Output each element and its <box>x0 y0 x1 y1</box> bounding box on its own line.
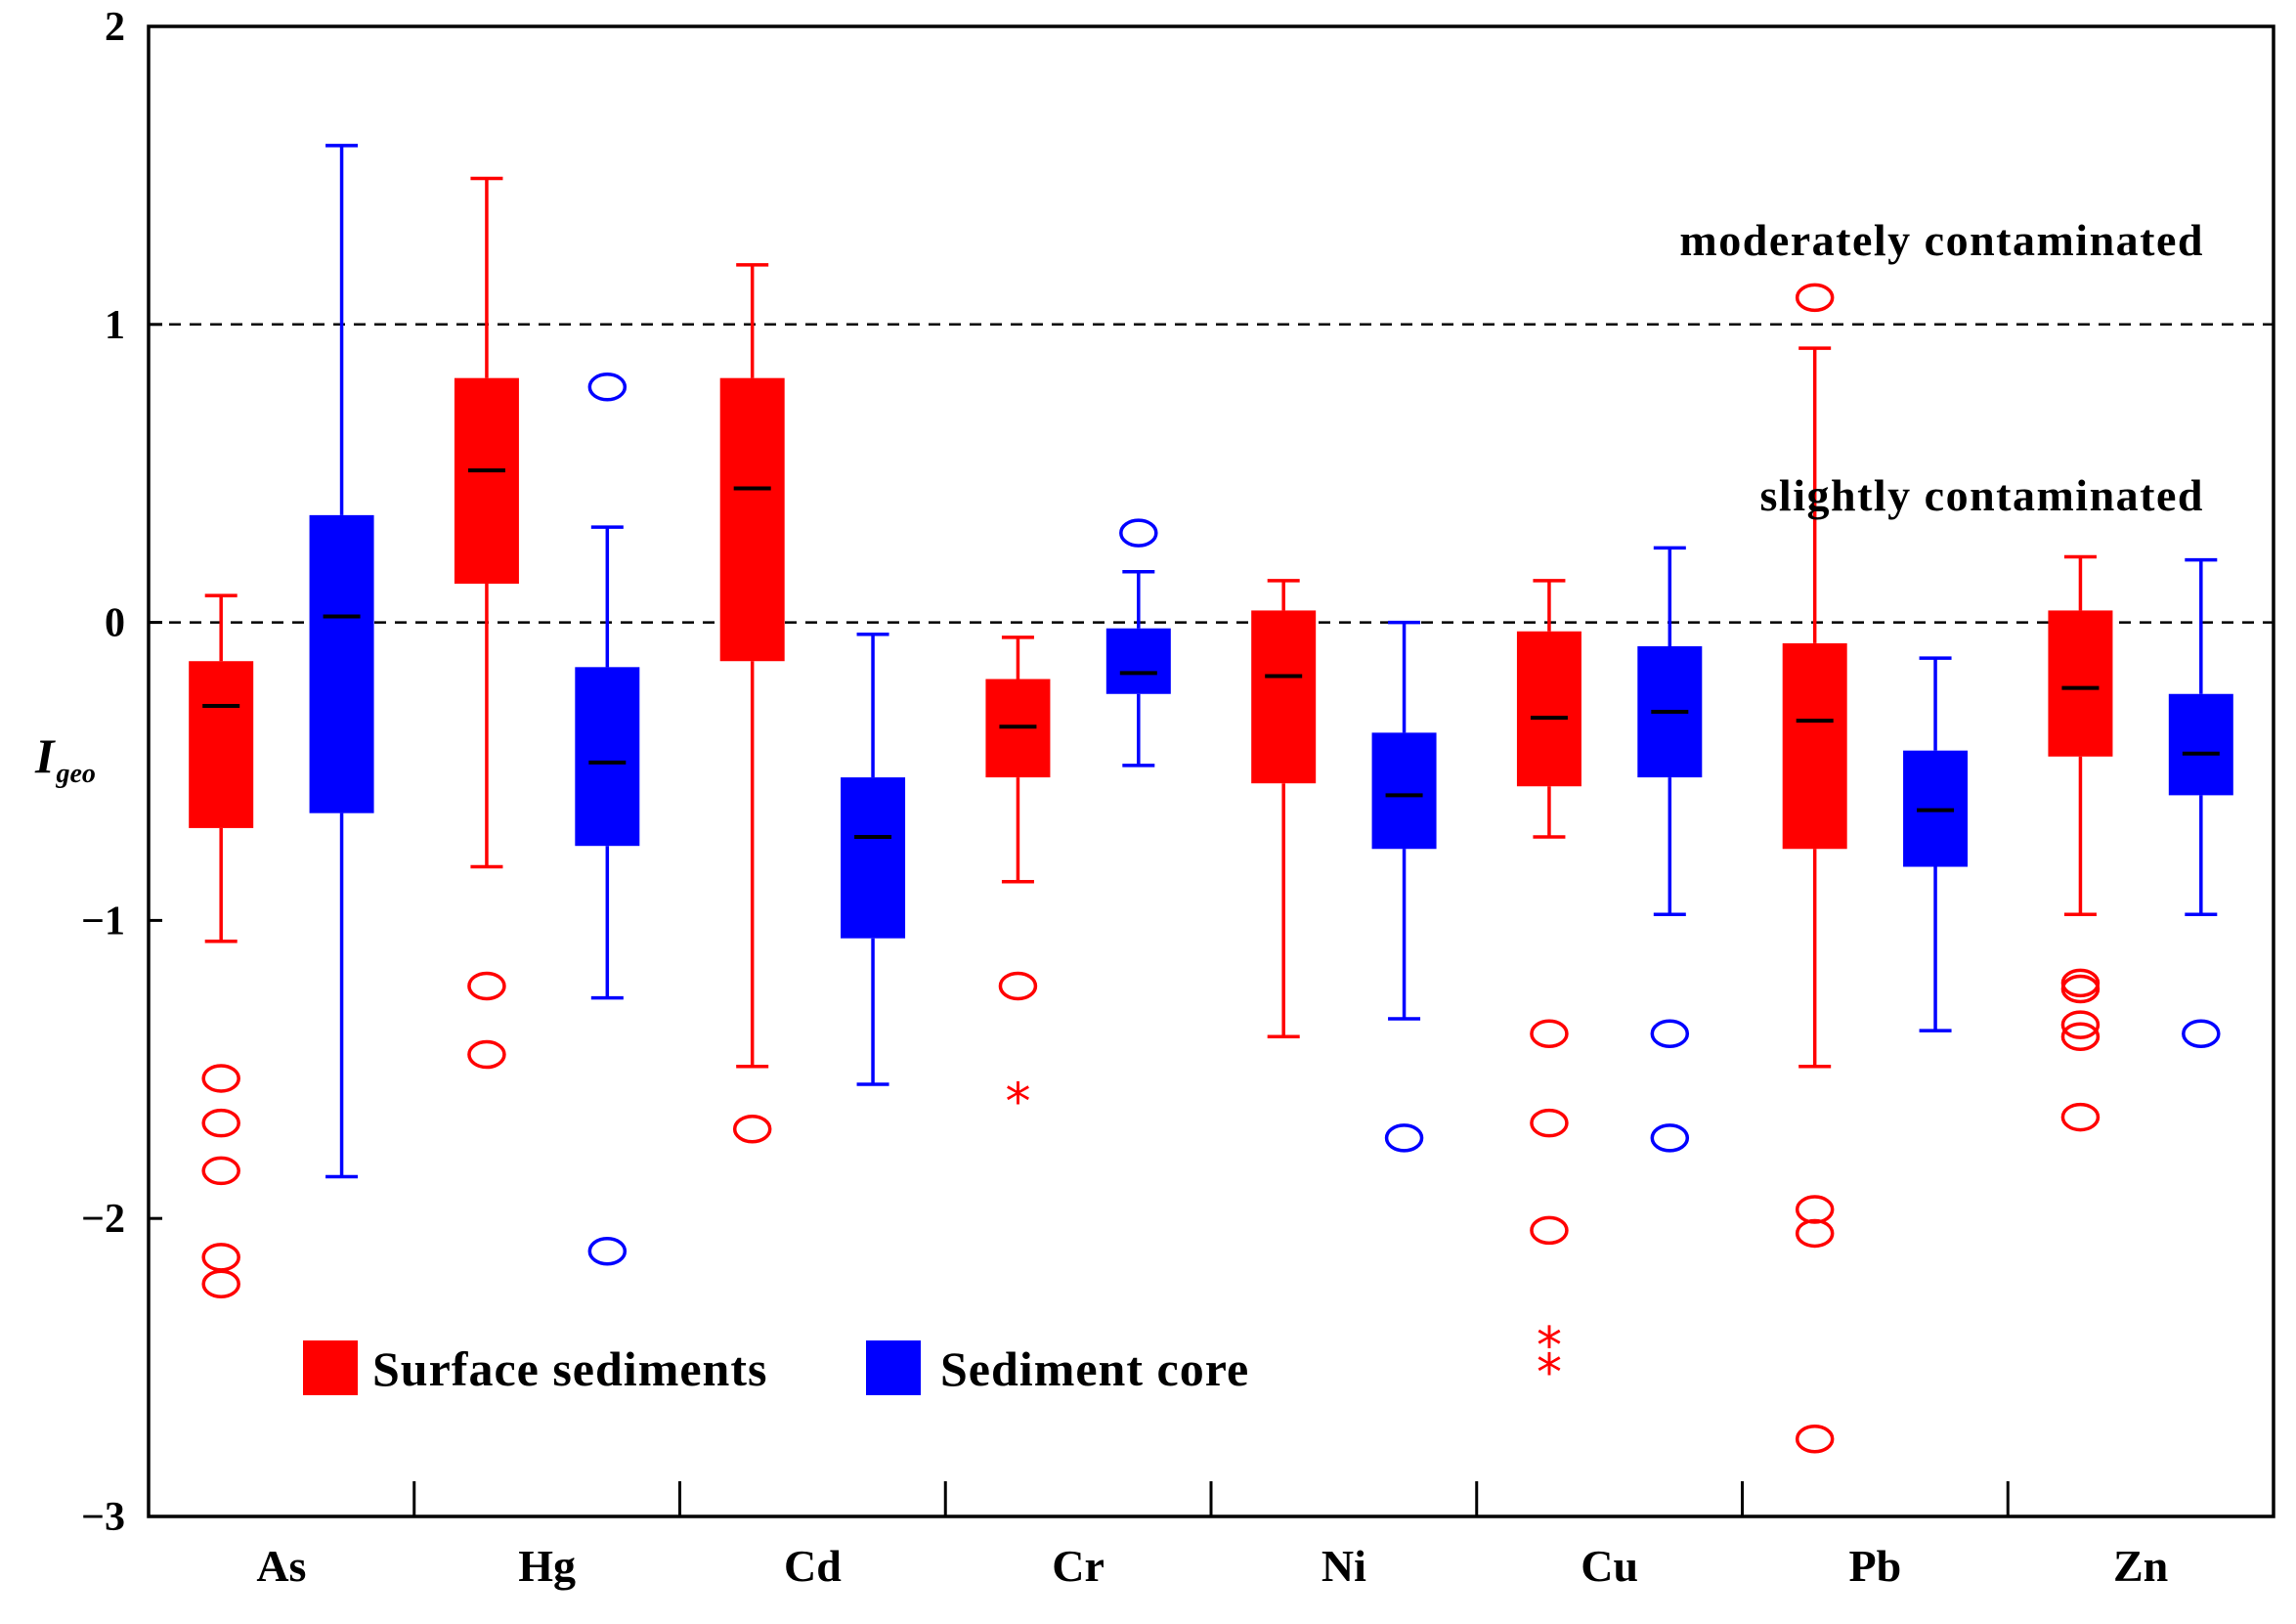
y-axis-label-sub: geo <box>55 759 95 789</box>
outlier-surface-cu-1 <box>1530 1108 1569 1138</box>
outlier-surface-cr-0 <box>998 971 1038 1001</box>
legend-swatch-core <box>866 1340 921 1395</box>
outlier-surface-zn-3 <box>2060 1022 2101 1052</box>
outlier-core-hg-0 <box>587 373 628 402</box>
outlier-surface-zn-2 <box>2060 1010 2101 1039</box>
outlier-core-cu-1 <box>1650 1123 1690 1153</box>
box-core-zn <box>2168 693 2233 796</box>
outlier-surface-as-2 <box>201 1156 240 1186</box>
box-core-cr <box>1105 628 1171 694</box>
outlier-surface-cu-2 <box>1530 1215 1569 1246</box>
y-axis-label-main: I <box>34 728 56 783</box>
outlier-surface-cd-0 <box>732 1115 772 1144</box>
outlier-core-zn-0 <box>2182 1019 2221 1048</box>
outlier-core-hg-1 <box>587 1236 628 1266</box>
box-core-ni <box>1371 732 1437 850</box>
outlier-core-ni-0 <box>1384 1123 1424 1153</box>
outlier-surface-zn-4 <box>2060 1102 2101 1132</box>
box-surface-pb <box>1782 642 1847 850</box>
outlier-surface-hg-1 <box>467 1039 506 1070</box>
outlier-surface-as-3 <box>201 1243 240 1272</box>
x-category-label-as: As <box>256 1541 306 1591</box>
x-category-label-cd: Cd <box>784 1541 842 1591</box>
extreme-surface-cr-0: * <box>1005 1073 1030 1131</box>
outlier-surface-pb-2 <box>1795 1218 1835 1249</box>
outlier-surface-hg-0 <box>467 971 506 1001</box>
axes: 2 1 0 −1 −2 −3 As Hg Cd Cr Ni Cu Pb Zn <box>81 5 2168 1591</box>
x-category-label-ni: Ni <box>1321 1541 1366 1591</box>
legend-label-surface: Surface sediments <box>372 1341 767 1396</box>
box-surface-ni <box>1251 610 1317 784</box>
outlier-surface-zn-0 <box>2060 968 2101 998</box>
extreme-surface-cu-1: * <box>1537 1344 1562 1403</box>
extreme-surface-cu-0: * <box>1537 1317 1562 1376</box>
x-category-label-cu: Cu <box>1581 1541 1638 1591</box>
ref-label-slight: slightly contaminated <box>1760 470 2204 520</box>
outlier-surface-pb-0 <box>1795 283 1835 313</box>
x-category-label-zn: Zn <box>2113 1541 2168 1591</box>
x-category-label-pb: Pb <box>1849 1541 1902 1591</box>
box-surface-zn <box>2048 610 2113 757</box>
legend-label-core: Sediment core <box>940 1341 1249 1396</box>
legend-swatch-surface <box>303 1340 358 1395</box>
outlier-surface-pb-3 <box>1795 1425 1835 1454</box>
x-category-label-cr: Cr <box>1052 1541 1105 1591</box>
outlier-surface-as-4 <box>201 1269 240 1299</box>
legend: Surface sediments Sediment core <box>303 1340 1249 1396</box>
outlier-surface-as-1 <box>201 1108 240 1138</box>
x-category-label-hg: Hg <box>518 1541 576 1591</box>
y-axis-label: Igeo <box>34 728 96 789</box>
box-plot-series: *** <box>189 144 2233 1454</box>
reference-lines <box>149 323 2274 624</box>
box-surface-cu <box>1516 631 1581 787</box>
outlier-core-cu-0 <box>1650 1019 1690 1048</box>
box-surface-as <box>189 661 254 828</box>
box-core-cd <box>841 777 906 939</box>
ref-label-moderate: moderately contaminated <box>1679 215 2204 265</box>
outlier-surface-zn-1 <box>2060 974 2101 1004</box>
box-core-as <box>309 514 374 813</box>
y-tick-label-3: −1 <box>81 899 125 944</box>
outlier-core-cr-0 <box>1119 518 1158 548</box>
outlier-surface-pb-1 <box>1795 1195 1835 1224</box>
box-surface-cd <box>719 377 785 662</box>
y-tick-label-5: −3 <box>81 1495 125 1540</box>
y-tick-label-0: 2 <box>105 5 125 50</box>
y-tick-label-2: 0 <box>105 601 125 646</box>
y-tick-label-1: 1 <box>105 303 125 348</box>
outlier-surface-as-0 <box>201 1064 240 1093</box>
box-surface-hg <box>454 377 519 584</box>
outlier-surface-cu-0 <box>1530 1019 1569 1048</box>
box-core-hg <box>575 667 640 847</box>
y-tick-label-4: −2 <box>81 1197 125 1242</box>
